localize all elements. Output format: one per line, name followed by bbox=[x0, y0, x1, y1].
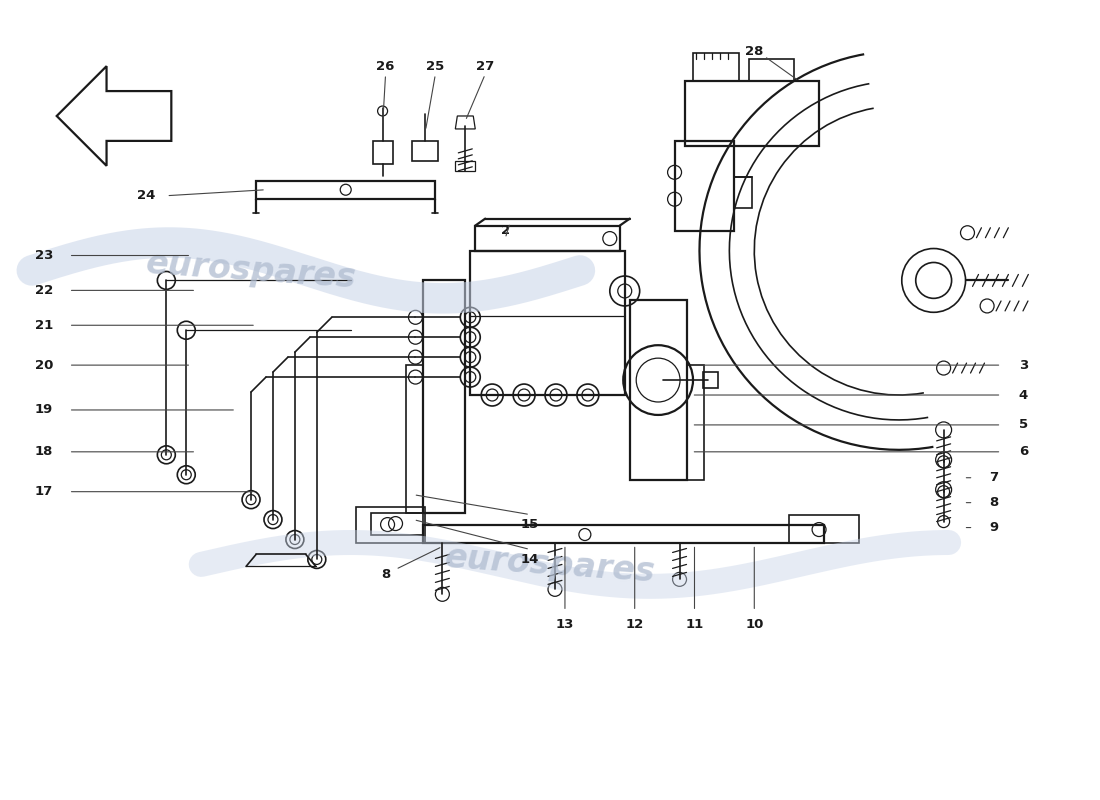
Text: eurospares: eurospares bbox=[144, 246, 358, 294]
Text: 5: 5 bbox=[1019, 418, 1027, 431]
Text: 15: 15 bbox=[521, 518, 539, 531]
Text: 9: 9 bbox=[989, 521, 998, 534]
Text: 21: 21 bbox=[34, 318, 53, 332]
Text: eurospares: eurospares bbox=[443, 541, 657, 588]
Text: 27: 27 bbox=[476, 60, 494, 73]
Text: 8: 8 bbox=[381, 568, 390, 581]
Text: 24: 24 bbox=[138, 190, 155, 202]
Text: 17: 17 bbox=[34, 485, 53, 498]
Text: 6: 6 bbox=[1019, 446, 1028, 458]
Text: 13: 13 bbox=[556, 618, 574, 630]
Text: 18: 18 bbox=[34, 446, 53, 458]
Text: 19: 19 bbox=[34, 403, 53, 417]
Text: 8: 8 bbox=[989, 496, 998, 509]
Text: 11: 11 bbox=[685, 618, 704, 630]
Text: 20: 20 bbox=[34, 358, 53, 372]
Text: 14: 14 bbox=[521, 553, 539, 566]
Text: 25: 25 bbox=[427, 60, 444, 73]
Text: 2: 2 bbox=[500, 224, 509, 237]
Text: 4: 4 bbox=[1019, 389, 1028, 402]
Text: 28: 28 bbox=[745, 45, 763, 58]
Text: 10: 10 bbox=[745, 618, 763, 630]
Text: 23: 23 bbox=[34, 249, 53, 262]
Text: 22: 22 bbox=[34, 284, 53, 297]
Text: 3: 3 bbox=[1019, 358, 1028, 372]
Text: 7: 7 bbox=[989, 471, 998, 484]
Text: 26: 26 bbox=[376, 60, 395, 73]
Text: 12: 12 bbox=[626, 618, 644, 630]
